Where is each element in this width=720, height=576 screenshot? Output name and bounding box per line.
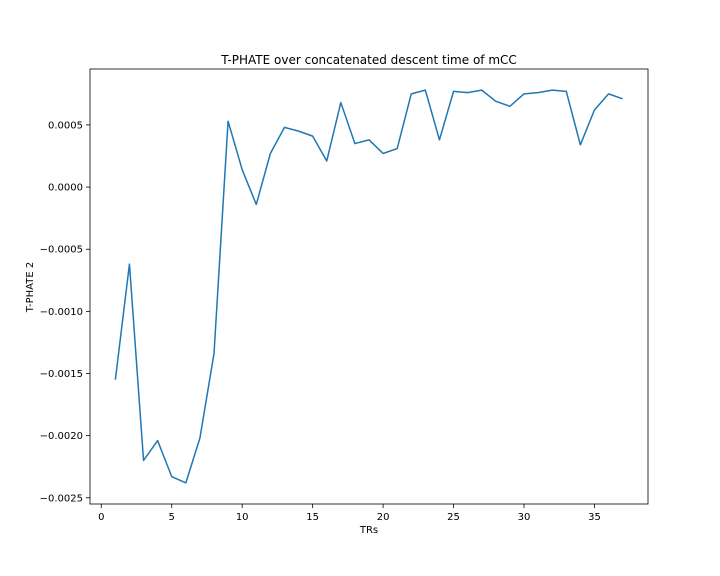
- x-tick-label: 25: [447, 512, 460, 523]
- x-tick-label: 0: [98, 512, 104, 523]
- x-tick-label: 10: [236, 512, 249, 523]
- x-tick-label: 30: [518, 512, 531, 523]
- y-tick-label: −0.0010: [40, 307, 83, 318]
- y-tick-label: 0.0005: [48, 120, 83, 131]
- x-axis-label: TRs: [359, 525, 378, 536]
- series-line: [114, 89, 623, 484]
- y-tick-label: −0.0020: [40, 431, 83, 442]
- x-tick-label: 20: [377, 512, 390, 523]
- y-tick-label: −0.0015: [40, 369, 83, 380]
- y-tick-label: −0.0005: [40, 245, 83, 256]
- x-tick-label: 35: [588, 512, 601, 523]
- y-tick-label: −0.0025: [40, 493, 83, 504]
- y-axis-label: T-PHATE 2: [25, 262, 36, 313]
- y-tick-label: 0.0000: [48, 183, 83, 194]
- x-tick-label: 15: [306, 512, 319, 523]
- x-tick-label: 5: [169, 512, 175, 523]
- plot-frame: [89, 68, 649, 505]
- chart-title: T-PHATE over concatenated descent time o…: [220, 53, 517, 67]
